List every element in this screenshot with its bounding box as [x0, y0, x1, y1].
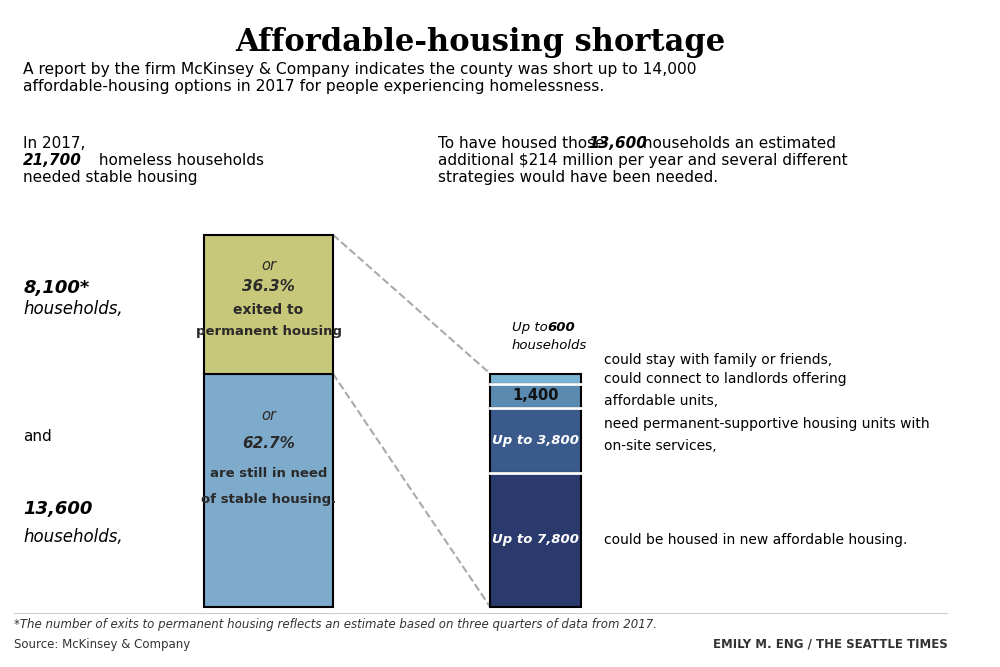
Text: need permanent-supportive housing units with: need permanent-supportive housing units …	[604, 417, 930, 431]
Text: households,: households,	[23, 300, 123, 318]
Text: Up to 7,800: Up to 7,800	[492, 534, 579, 546]
Text: could be housed in new affordable housing.: could be housed in new affordable housin…	[604, 533, 908, 547]
Text: households an estimated: households an estimated	[638, 136, 836, 151]
Text: Affordable-housing shortage: Affordable-housing shortage	[235, 27, 726, 58]
Text: homeless households: homeless households	[94, 153, 264, 168]
Text: 1,400: 1,400	[512, 388, 559, 404]
Text: In 2017,: In 2017,	[23, 136, 86, 151]
Text: Up to 3,800: Up to 3,800	[492, 434, 579, 447]
Text: affordable units,: affordable units,	[604, 394, 719, 408]
Text: are still in need: are still in need	[210, 468, 327, 480]
Text: 62.7%: 62.7%	[242, 436, 295, 451]
Text: 13,600: 13,600	[588, 136, 647, 151]
Text: 8,100*: 8,100*	[23, 279, 89, 297]
Text: could connect to landlords offering: could connect to landlords offering	[604, 372, 847, 386]
Bar	[490, 408, 581, 473]
Text: 36.3%: 36.3%	[242, 279, 295, 293]
Text: exited to: exited to	[233, 303, 304, 317]
Text: households: households	[512, 339, 587, 352]
Text: permanent housing: permanent housing	[196, 325, 342, 338]
Text: affordable-housing options in 2017 for people experiencing homelessness.: affordable-housing options in 2017 for p…	[23, 79, 604, 94]
Text: or: or	[261, 257, 276, 273]
Text: *The number of exits to permanent housing reflects an estimate based on three qu: *The number of exits to permanent housin…	[14, 618, 657, 631]
Bar	[204, 235, 333, 374]
Text: on-site services,: on-site services,	[604, 439, 717, 453]
Bar	[490, 473, 581, 607]
Text: 21,700: 21,700	[23, 153, 82, 168]
Text: households,: households,	[23, 528, 123, 546]
Text: additional $214 million per year and several different: additional $214 million per year and sev…	[438, 153, 847, 168]
Text: of stable housing.: of stable housing.	[201, 493, 336, 506]
Text: Up to: Up to	[512, 321, 552, 334]
Bar	[490, 384, 581, 408]
Text: EMILY M. ENG / THE SEATTLE TIMES: EMILY M. ENG / THE SEATTLE TIMES	[713, 638, 947, 651]
Text: A report by the firm McKinsey & Company indicates the county was short up to 14,: A report by the firm McKinsey & Company …	[23, 62, 697, 77]
Bar	[204, 374, 333, 607]
Text: 600: 600	[548, 321, 575, 334]
Text: To have housed those: To have housed those	[438, 136, 609, 151]
Text: and: and	[23, 429, 52, 444]
Text: could stay with family or friends,: could stay with family or friends,	[604, 353, 833, 367]
Text: strategies would have been needed.: strategies would have been needed.	[438, 170, 718, 185]
Text: or: or	[261, 408, 276, 423]
Text: Source: McKinsey & Company: Source: McKinsey & Company	[14, 638, 190, 651]
Text: needed stable housing: needed stable housing	[23, 170, 198, 185]
Text: 13,600: 13,600	[23, 500, 93, 518]
Bar	[490, 374, 581, 384]
